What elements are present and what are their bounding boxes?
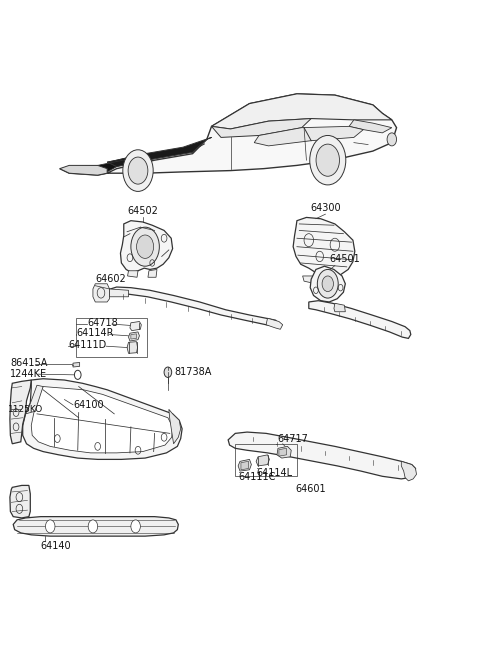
Polygon shape [69, 154, 145, 172]
Polygon shape [93, 284, 109, 302]
Text: 64501: 64501 [329, 255, 360, 264]
Polygon shape [254, 127, 363, 146]
Polygon shape [60, 165, 107, 175]
Polygon shape [127, 342, 137, 354]
Text: 64140: 64140 [41, 541, 72, 551]
Text: 64717: 64717 [277, 434, 308, 443]
Polygon shape [10, 485, 30, 518]
Circle shape [316, 144, 339, 176]
Polygon shape [169, 409, 180, 443]
Circle shape [387, 133, 396, 146]
Polygon shape [130, 321, 141, 331]
Circle shape [164, 367, 172, 377]
Polygon shape [129, 332, 139, 341]
Polygon shape [228, 432, 416, 479]
Text: 64114L: 64114L [257, 468, 293, 478]
Circle shape [131, 520, 140, 533]
Circle shape [131, 227, 159, 266]
Polygon shape [13, 517, 179, 536]
Text: 64718: 64718 [87, 318, 118, 328]
Polygon shape [302, 276, 333, 286]
Text: 64114R: 64114R [76, 328, 114, 338]
Polygon shape [148, 270, 157, 277]
Circle shape [46, 520, 55, 533]
Polygon shape [241, 461, 249, 470]
Text: 64601: 64601 [296, 484, 326, 494]
Polygon shape [25, 385, 43, 414]
Circle shape [128, 157, 148, 184]
Text: 64602: 64602 [96, 274, 126, 284]
Polygon shape [256, 455, 269, 466]
Polygon shape [128, 271, 138, 277]
Polygon shape [309, 300, 411, 338]
Polygon shape [109, 289, 129, 297]
Polygon shape [293, 217, 355, 277]
Text: 1244KE: 1244KE [10, 369, 47, 379]
Circle shape [123, 150, 153, 192]
Text: 64111C: 64111C [238, 472, 276, 482]
Polygon shape [131, 334, 137, 339]
Polygon shape [266, 318, 283, 329]
Text: 64502: 64502 [127, 206, 158, 216]
Polygon shape [310, 266, 345, 302]
Circle shape [322, 276, 334, 291]
Polygon shape [212, 119, 311, 137]
Polygon shape [10, 380, 31, 443]
Polygon shape [120, 220, 173, 273]
Polygon shape [106, 287, 278, 326]
Text: 64111D: 64111D [68, 340, 107, 350]
Circle shape [137, 235, 154, 258]
Text: 86415A: 86415A [10, 358, 47, 368]
Polygon shape [279, 448, 287, 456]
Polygon shape [349, 120, 392, 133]
Polygon shape [334, 303, 345, 312]
Circle shape [317, 270, 338, 298]
Text: 64100: 64100 [73, 400, 104, 410]
Text: 64300: 64300 [310, 203, 341, 213]
Polygon shape [23, 379, 182, 459]
Polygon shape [31, 386, 173, 453]
Text: 81738A: 81738A [175, 367, 212, 377]
Polygon shape [60, 94, 396, 175]
Circle shape [88, 520, 97, 533]
Polygon shape [107, 137, 212, 167]
Polygon shape [238, 459, 252, 471]
Text: 1125KO: 1125KO [8, 405, 43, 414]
Polygon shape [277, 446, 291, 458]
Polygon shape [212, 94, 392, 129]
Polygon shape [73, 363, 80, 367]
Polygon shape [401, 461, 417, 481]
Circle shape [310, 136, 346, 185]
